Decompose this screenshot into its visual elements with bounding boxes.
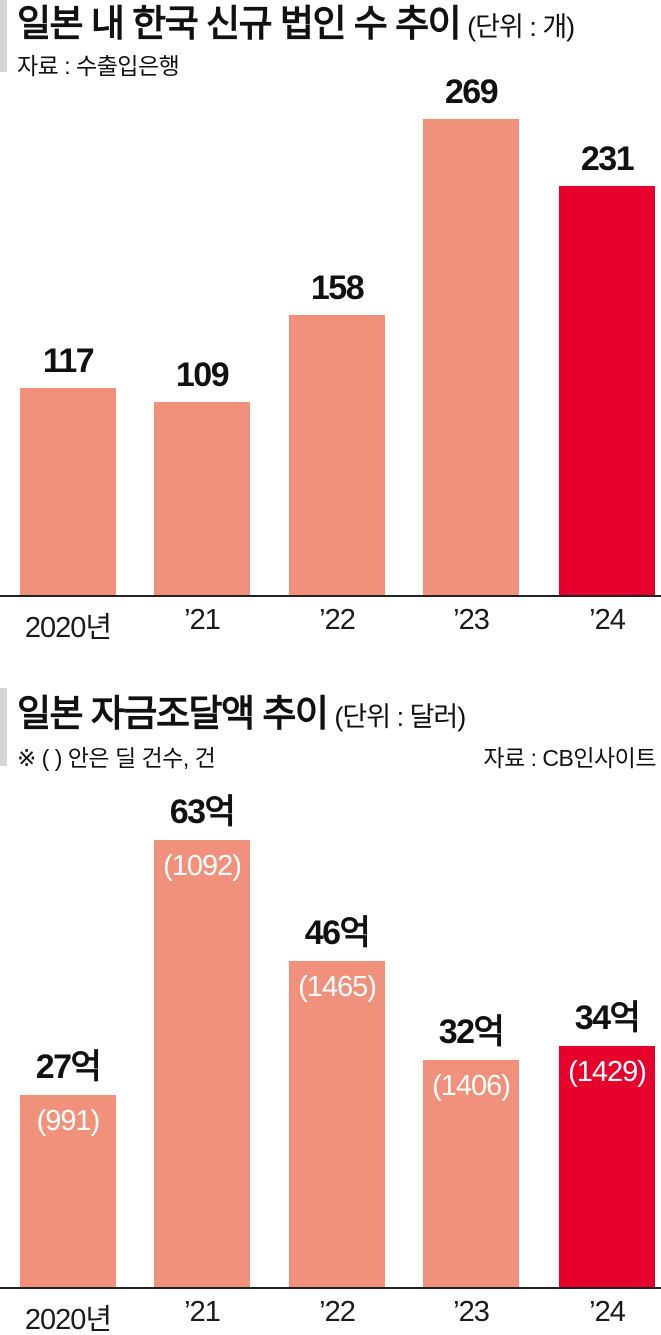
chart1-value-label: 158 — [310, 269, 365, 307]
chart1-x-axis-line — [0, 595, 661, 597]
chart2-x-label-’23: ’23 — [453, 1296, 490, 1328]
chart2-value-label: 46억 — [304, 914, 371, 952]
chart1-bar-2020년 — [20, 388, 116, 595]
chart1-value-label: 269 — [444, 73, 499, 111]
chart1-plot-area: 117 2020년 109 ’21 158 ’22 269 ’23 231 ’24 — [0, 0, 661, 644]
chart1-x-label-’24: ’24 — [589, 604, 626, 636]
chart1-value-label: 231 — [580, 140, 635, 178]
chart2-bar-’22 — [289, 961, 385, 1287]
chart2-x-label-’24: ’24 — [589, 1296, 626, 1328]
chart2-bar-2020년 — [20, 1095, 116, 1287]
chart1-value-label: 117 — [42, 342, 95, 380]
chart2-title: 일본 자금조달액 추이 (단위 : 달러) — [17, 690, 466, 741]
chart2-value-label: 32억 — [438, 1013, 505, 1051]
chart2-bar-’21 — [154, 840, 250, 1287]
chart2-x-axis-line — [0, 1287, 661, 1289]
chart2-title-text: 일본 자금조달액 추이 — [17, 693, 329, 734]
chart1-bar-’23 — [423, 119, 519, 595]
chart2-deal-count-label: (1429) — [568, 1056, 647, 1088]
chart2-source-label: 자료 : CB인사이트 — [483, 745, 656, 771]
chart2-value-label: 34억 — [574, 999, 641, 1037]
chart2-bar-’24 — [559, 1046, 655, 1287]
chart2-deal-count-label: (1465) — [298, 971, 377, 1003]
chart2-x-label-’21: ’21 — [184, 1296, 221, 1328]
section1-accent-rule — [0, 0, 7, 72]
chart2-bar-’23 — [423, 1060, 519, 1287]
chart1-x-label-2020년: 2020년 — [24, 612, 112, 644]
chart1-x-label-’21: ’21 — [184, 604, 221, 636]
chart2-value-label: 63억 — [169, 793, 236, 831]
chart1-value-label: 109 — [175, 356, 230, 394]
chart1-bar-’24 — [559, 186, 655, 595]
chart1-x-label-’22: ’22 — [319, 604, 356, 636]
chart1-title-text: 일본 내 한국 신규 법인 수 추이 — [17, 3, 462, 44]
chart2-deal-count-label: (1092) — [163, 850, 242, 882]
chart2-unit-label: (단위 : 달러) — [334, 702, 466, 732]
chart1-x-label-’23: ’23 — [453, 604, 490, 636]
chart2-plot-area: 27억 (991) 2020년 63억 (1092) ’21 46억 (1465) ’22 32억… — [0, 692, 661, 1335]
chart2-note-label: ※ ( ) 안은 딜 건수, 건 — [17, 745, 216, 771]
chart1-bar-’21 — [154, 402, 250, 595]
chart2-x-label-’22: ’22 — [319, 1296, 356, 1328]
chart2-deal-count-label: (1406) — [432, 1070, 511, 1102]
chart1-bar-’22 — [289, 315, 385, 595]
chart2-deal-count-label: (991) — [36, 1105, 101, 1137]
chart1-unit-label: (단위 : 개) — [467, 12, 575, 42]
chart1-source-label: 자료 : 수출입은행 — [17, 53, 180, 79]
chart2-value-label: 27억 — [35, 1048, 102, 1086]
section2-accent-rule — [0, 688, 7, 766]
chart1-title: 일본 내 한국 신규 법인 수 추이 (단위 : 개) — [17, 0, 575, 51]
chart2-x-label-2020년: 2020년 — [24, 1304, 112, 1335]
